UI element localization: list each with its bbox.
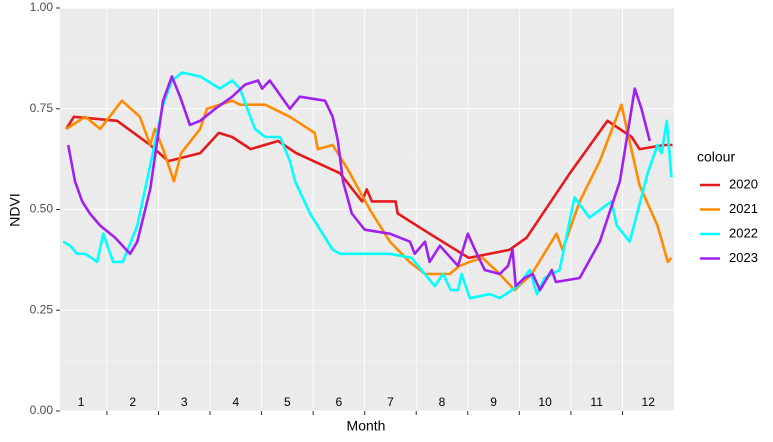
y-tick-label: 1.00 xyxy=(30,0,54,14)
month-label: 12 xyxy=(642,395,656,409)
y-tick-label: 0.00 xyxy=(30,403,54,417)
month-label: 8 xyxy=(439,395,446,409)
legend-label: 2023 xyxy=(729,250,758,265)
legend-label: 2020 xyxy=(729,176,758,191)
line-series xyxy=(62,71,673,300)
legend-title: colour xyxy=(697,149,735,165)
month-label: 11 xyxy=(590,395,603,409)
month-label: 2 xyxy=(129,395,136,409)
y-tick-label: 0.50 xyxy=(30,202,54,216)
month-label: 3 xyxy=(181,395,188,409)
month-label: 4 xyxy=(232,395,239,409)
month-label: 9 xyxy=(490,395,497,409)
month-label: 5 xyxy=(284,395,291,409)
month-label: 1 xyxy=(78,395,85,409)
month-label: 10 xyxy=(538,395,552,409)
y-axis-label: NDVI xyxy=(7,193,23,226)
month-label: 7 xyxy=(387,395,394,409)
y-tick-label: 0.25 xyxy=(30,302,54,316)
line-series xyxy=(66,75,652,292)
legend-label: 2021 xyxy=(729,201,758,216)
x-axis-label: Month xyxy=(347,418,386,434)
legend-label: 2022 xyxy=(729,225,758,240)
month-label: 6 xyxy=(336,395,343,409)
y-tick-label: 0.75 xyxy=(30,101,54,115)
